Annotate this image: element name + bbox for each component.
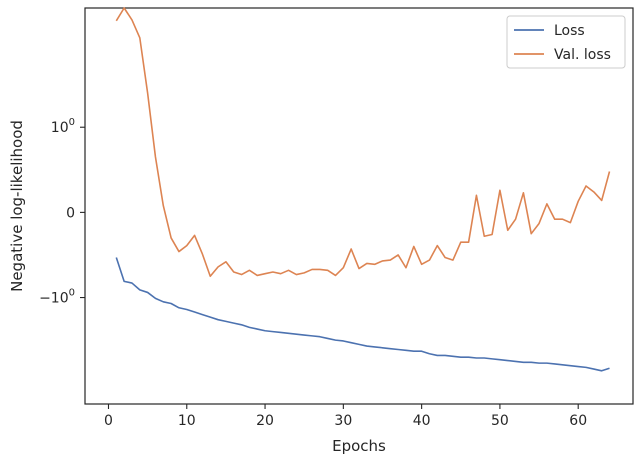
series-line-val-loss (115, 7, 611, 278)
legend-label: Val. loss (554, 47, 611, 63)
legend-label: Loss (554, 23, 585, 39)
x-tick-label: 10 (178, 413, 196, 429)
y-tick-label: 0 (66, 205, 75, 221)
x-axis-ticks: 0 10 20 30 40 50 60 (104, 404, 587, 429)
series-line-loss (115, 257, 610, 372)
x-axis-label: Epochs (332, 437, 386, 455)
x-tick-label: 0 (104, 413, 113, 429)
x-tick-label: 40 (413, 413, 431, 429)
plot-frame (84, 7, 634, 405)
y-tick-label: 100 (51, 117, 75, 136)
y-tick-label: −100 (39, 288, 75, 307)
legend-box (506, 15, 626, 69)
series-layer (115, 7, 611, 372)
legend: Loss Val. loss (506, 15, 626, 69)
y-axis-label: Negative log-likelihood (8, 120, 26, 292)
x-tick-label: 50 (491, 413, 509, 429)
y-tick-exponent: 0 (69, 117, 75, 128)
y-tick-base: −10 (39, 291, 69, 307)
y-tick-base: 10 (51, 120, 69, 136)
y-tick-exponent: 0 (69, 288, 75, 299)
x-tick-label: 20 (256, 413, 274, 429)
x-tick-label: 60 (569, 413, 587, 429)
x-tick-label: 30 (334, 413, 352, 429)
